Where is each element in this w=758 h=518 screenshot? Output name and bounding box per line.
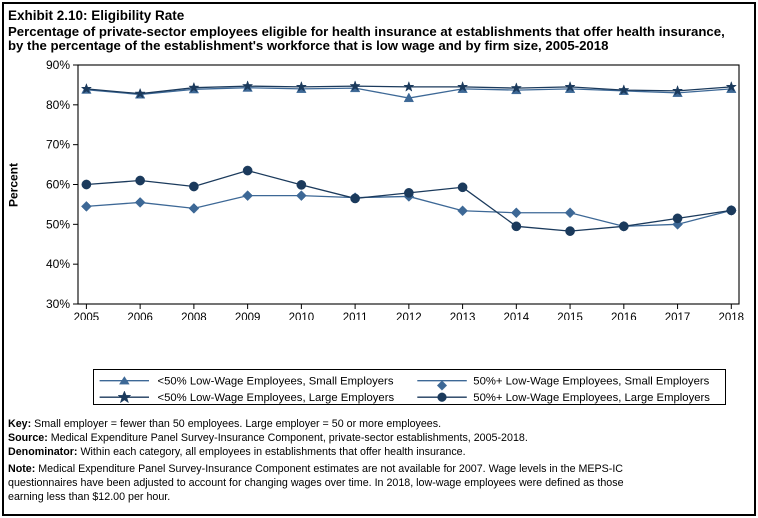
svg-text:2009: 2009 xyxy=(235,312,261,320)
svg-text:2012: 2012 xyxy=(396,312,422,320)
svg-text:2010: 2010 xyxy=(289,312,315,320)
svg-text:50%+ Low-Wage Employees, Small: 50%+ Low-Wage Employees, Small Employers xyxy=(473,375,709,387)
svg-text:2011: 2011 xyxy=(343,312,368,320)
svg-text:<50% Low-Wage Employees, Large: <50% Low-Wage Employees, Large Employers xyxy=(158,392,395,404)
svg-text:50%: 50% xyxy=(46,217,70,231)
svg-text:2008: 2008 xyxy=(181,312,207,320)
svg-text:2016: 2016 xyxy=(611,312,637,320)
svg-text:70%: 70% xyxy=(46,138,70,152)
svg-text:2006: 2006 xyxy=(127,312,153,320)
svg-text:2013: 2013 xyxy=(450,312,476,320)
svg-text:2005: 2005 xyxy=(74,312,100,320)
svg-text:60%: 60% xyxy=(46,178,70,192)
svg-text:90%: 90% xyxy=(46,58,70,72)
svg-text:<50% Low-Wage Employees, Small: <50% Low-Wage Employees, Small Employers xyxy=(158,375,394,387)
svg-text:40%: 40% xyxy=(46,257,70,271)
svg-text:2014: 2014 xyxy=(504,312,530,320)
svg-text:2017: 2017 xyxy=(665,312,691,320)
svg-text:80%: 80% xyxy=(46,98,70,112)
svg-text:2015: 2015 xyxy=(557,312,583,320)
svg-text:50%+ Low-Wage Employees, Large: 50%+ Low-Wage Employees, Large Employers xyxy=(473,392,710,404)
svg-text:2018: 2018 xyxy=(719,312,745,320)
svg-text:30%: 30% xyxy=(46,297,70,311)
